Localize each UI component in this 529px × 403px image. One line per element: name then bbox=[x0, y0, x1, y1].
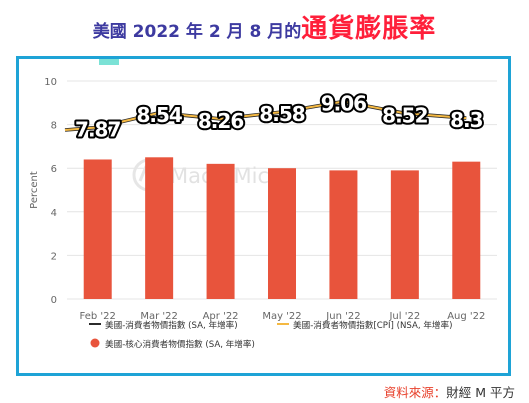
y-tick-label: 10 bbox=[44, 77, 57, 88]
y-tick-label: 4 bbox=[51, 208, 57, 219]
title-accent: 通貨膨脹率 bbox=[301, 14, 437, 44]
source-label: 資料來源： bbox=[383, 385, 447, 400]
data-label: 8.26 bbox=[198, 109, 243, 133]
y-tick-label: 6 bbox=[51, 164, 57, 175]
data-label: 8.54 bbox=[136, 103, 181, 127]
bar bbox=[268, 168, 296, 299]
y-tick-label: 0 bbox=[51, 295, 57, 306]
bar bbox=[390, 170, 419, 299]
x-tick-label: Apr '22 bbox=[203, 311, 239, 322]
data-label: 8.3 bbox=[450, 108, 483, 132]
legend-label: 美國-消費者物價指數 (SA, 年增率) bbox=[105, 319, 238, 331]
data-labels: 7.87 8.54 8.26 8.58 9.06 8.52 8.3 bbox=[73, 89, 486, 143]
source-value: 財經 M 平方 bbox=[446, 385, 515, 400]
x-tick-label: Jun '22 bbox=[325, 311, 360, 322]
x-tick-label: Aug '22 bbox=[447, 311, 485, 322]
line-path bbox=[64, 100, 467, 131]
bar bbox=[452, 161, 481, 299]
y-tick-labels: 0 2 4 6 8 10 bbox=[44, 77, 57, 306]
legend-dot-icon bbox=[90, 338, 100, 348]
x-tick-labels: Feb '22 Mar '22 Apr '22 May '22 Jun '22 Jul '… bbox=[80, 311, 486, 322]
title-lead: 美國 2022 年 2 月 8 月的 bbox=[92, 22, 302, 42]
x-tick-label: Feb '22 bbox=[80, 311, 116, 322]
line-series bbox=[64, 99, 467, 132]
legend: 美國-消費者物價指數 (SA, 年增率) 美國-消費者物價指數[CPI] (NSA… bbox=[89, 319, 452, 350]
legend-label: 美國-核心消費者物價指數 (SA, 年增率) bbox=[105, 338, 255, 350]
data-label: 8.58 bbox=[259, 102, 304, 126]
top-tab-marker bbox=[99, 59, 119, 65]
data-label: 9.06 bbox=[321, 91, 366, 115]
page-title: 美國 2022 年 2 月 8 月的 通貨膨脹率 bbox=[0, 8, 529, 52]
x-tick-label: May '22 bbox=[262, 311, 301, 322]
source-note: 資料來源：財經 M 平方 bbox=[384, 382, 515, 401]
bar-series bbox=[83, 157, 481, 299]
x-tick-label: Mar '22 bbox=[140, 311, 178, 322]
x-tick-label: Jul '22 bbox=[388, 311, 420, 322]
y-axis-label: Percent bbox=[29, 171, 40, 209]
legend-label: 美國-消費者物價指數[CPI] (NSA, 年增率) bbox=[293, 319, 452, 331]
data-label: 7.87 bbox=[75, 117, 120, 141]
data-label: 8.52 bbox=[382, 103, 427, 127]
bar bbox=[83, 159, 112, 299]
bar bbox=[206, 163, 235, 299]
y-tick-label: 8 bbox=[51, 121, 57, 132]
bar bbox=[145, 157, 174, 299]
bar bbox=[329, 170, 358, 299]
y-tick-label: 2 bbox=[51, 251, 57, 262]
